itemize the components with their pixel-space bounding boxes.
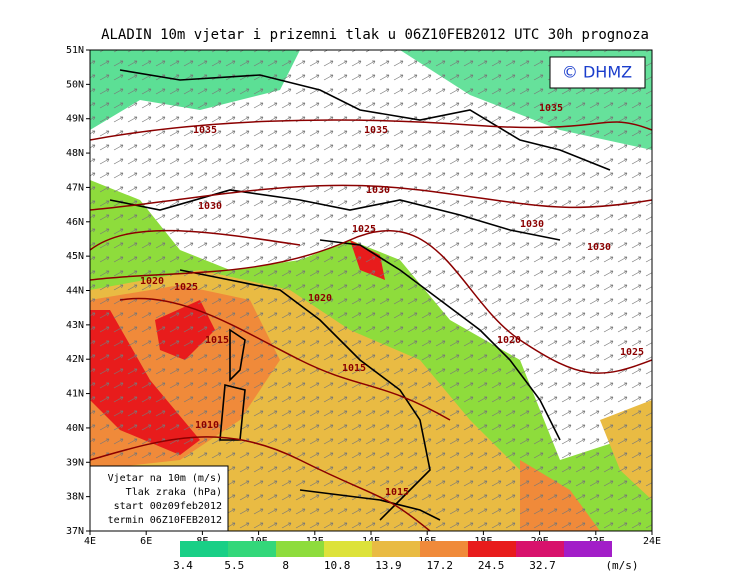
isobar-label: 1025	[620, 347, 644, 358]
lat-label: 38N	[66, 492, 84, 503]
isobar-label: 1015	[342, 363, 366, 374]
copyright-box	[549, 56, 646, 89]
isobar-label: 1015	[385, 487, 409, 498]
colorbar-swatch	[276, 541, 324, 557]
lat-label: 51N	[66, 45, 84, 56]
legend-line: start 00z09feb2012	[114, 501, 222, 512]
colorbar-label: 17.2	[427, 559, 454, 572]
lon-label: 6E	[140, 536, 152, 547]
map-field	[90, 50, 652, 531]
copyright: © DHMZ	[562, 63, 632, 82]
colorbar-label: 24.5	[478, 559, 505, 572]
lat-label: 49N	[66, 114, 84, 125]
lat-label: 43N	[66, 320, 84, 331]
colorbar-swatch	[228, 541, 276, 557]
colorbar-label: 13.9	[375, 559, 402, 572]
legend: Vjetar na 10m (m/s) Tlak zraka (hPa) start…	[108, 473, 222, 526]
colorbar-swatch	[564, 541, 612, 557]
colorbar-swatch	[420, 541, 468, 557]
colorbar-label: 5.5	[224, 559, 244, 572]
isobar-label: 1015	[205, 335, 229, 346]
colorbar-label: 10.8	[324, 559, 351, 572]
isobar-label: 1035	[364, 125, 388, 136]
lat-label: 44N	[66, 286, 84, 297]
isobar-label: 1030	[198, 201, 222, 212]
lon-label: 4E	[84, 536, 96, 547]
legend-line: termin 06Z10FEB2012	[108, 515, 222, 526]
colorbar-swatch	[468, 541, 516, 557]
colorbar-swatch	[180, 541, 228, 557]
legend-line: Tlak zraka (hPa)	[126, 487, 222, 498]
isobar-label: 1035	[539, 103, 563, 114]
title: ALADIN 10m vjetar i prizemni tlak u 06Z1…	[101, 27, 649, 43]
colorbar-swatch	[372, 541, 420, 557]
lat-label: 39N	[66, 457, 84, 468]
colorbar-swatch	[516, 541, 564, 557]
lat-label: 47N	[66, 182, 84, 193]
colorbar-label: 32.7	[529, 559, 556, 572]
lat-label: 37N	[66, 526, 84, 537]
lon-label: 24E	[643, 536, 661, 547]
isobar-label: 1020	[497, 335, 521, 346]
colorbar-label: 3.4	[173, 559, 193, 572]
lat-label: 45N	[66, 251, 84, 262]
isobar-label: 1030	[366, 185, 390, 196]
isobar-label: 1035	[193, 125, 217, 136]
isobar-label: 1020	[140, 276, 164, 287]
isobar-label: 1025	[174, 282, 198, 293]
lat-label: 48N	[66, 148, 84, 159]
lat-label: 40N	[66, 423, 84, 434]
lat-label: 46N	[66, 217, 84, 228]
colorbar-label: 8	[282, 559, 289, 572]
isobar-label: 1030	[587, 242, 611, 253]
lat-label: 41N	[66, 389, 84, 400]
isobar-labels: 1035 1035 1035 1030 1030 1030 1030 1025 …	[140, 103, 644, 498]
lat-label: 50N	[66, 79, 84, 90]
colorbar: 3.4 5.5 8 10.8 13.9 17.2 24.5 32.7 (m/s)	[173, 541, 639, 572]
isobar-label: 1020	[308, 293, 332, 304]
isobar-label: 1025	[352, 224, 376, 235]
lat-label: 42N	[66, 354, 84, 365]
colorbar-unit: (m/s)	[605, 559, 638, 572]
isobar-label: 1030	[520, 219, 544, 230]
legend-box	[89, 465, 229, 532]
legend-line: Vjetar na 10m (m/s)	[108, 473, 222, 484]
colorbar-swatch	[324, 541, 372, 557]
isobar-label: 1010	[195, 420, 219, 431]
